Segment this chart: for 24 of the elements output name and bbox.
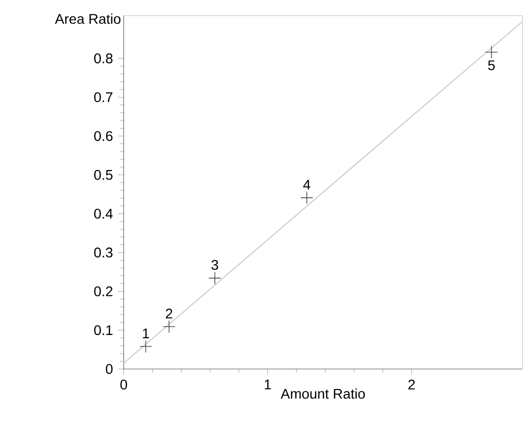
annotation: 4	[303, 180, 310, 190]
x-tick-label: 2	[408, 380, 415, 390]
y-tick-label: 0.2	[94, 286, 112, 296]
y-tick-label: 0.3	[94, 248, 112, 258]
x-tick-label: 1	[264, 380, 271, 390]
y-tick-label: 0.7	[94, 92, 112, 102]
point	[139, 340, 152, 353]
y-tick-label: 0.1	[94, 325, 112, 336]
point	[208, 272, 222, 284]
y-tick-label: 0.8	[94, 53, 112, 64]
y-tick-label: 0	[106, 364, 113, 374]
point	[485, 46, 498, 58]
y-tick-label: 0.6	[94, 131, 112, 141]
annotation: 5	[488, 60, 495, 70]
x-axis-title: Amount Ratio	[280, 388, 365, 399]
y-tick-label: 0.4	[94, 208, 113, 219]
point	[162, 320, 176, 333]
annotation: 2	[166, 308, 172, 318]
annotation: 1	[142, 328, 149, 338]
y-axis-title: Area Ratio	[54, 14, 120, 24]
point	[300, 191, 314, 204]
x-tick-label: 0	[120, 380, 128, 390]
y-tick-label: 0.5	[94, 170, 113, 180]
annotation: 3	[211, 260, 218, 270]
